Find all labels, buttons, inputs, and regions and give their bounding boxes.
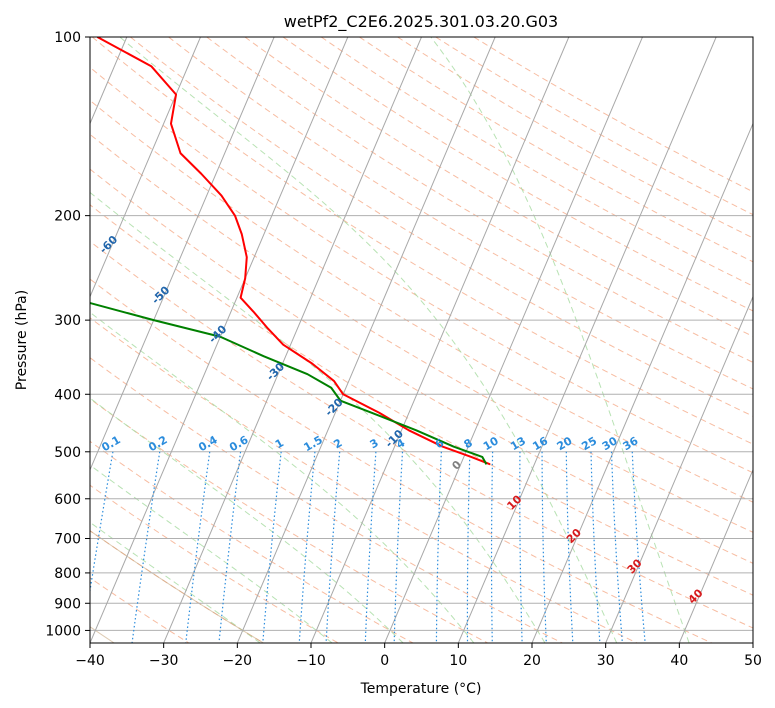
moist-adiabat (90, 397, 404, 643)
mixing-ratio-line (364, 451, 377, 643)
mixing-ratio-line (541, 451, 547, 643)
mixing-ratio-line (185, 451, 211, 643)
x-tick-label: 40 (670, 653, 688, 669)
mixing-ratio-line (393, 451, 404, 643)
isotherm-gridline (384, 37, 643, 643)
y-tick-label: 700 (54, 532, 81, 548)
y-tick-label: 500 (54, 445, 81, 461)
dry-adiabat (473, 37, 753, 193)
moist-adiabat (119, 37, 618, 643)
isotherm-gridline (678, 468, 753, 643)
mixing-ratio-line (325, 451, 341, 643)
x-tick-label: −20 (223, 653, 253, 669)
isotherm-gridline (90, 37, 275, 472)
dry-adiabat (90, 398, 488, 643)
isotherm-gridline (457, 37, 717, 643)
dry-adiabat (130, 37, 753, 417)
dry-adiabat (397, 37, 753, 239)
x-tick-label: 20 (523, 653, 541, 669)
x-tick-label: −10 (296, 653, 326, 669)
dry-adiabat (90, 317, 638, 643)
isotherm-gridline (90, 37, 201, 298)
x-axis-label: Temperature (°C) (360, 681, 482, 697)
moist-adiabat (430, 37, 690, 643)
mixing-ratio-line (590, 451, 601, 643)
mixing-ratio-line (610, 451, 623, 643)
moist-adiabat (90, 521, 261, 643)
dry-adiabat (91, 37, 753, 445)
mixing-ratio-line (565, 451, 574, 643)
dry-adiabat (168, 37, 753, 390)
moist-adiabat (90, 191, 546, 643)
x-tick-label: 50 (744, 653, 762, 669)
dry-adiabat (90, 168, 753, 564)
isotherm-gridline (605, 295, 753, 643)
isotherm-gridline (163, 37, 422, 643)
isotherm-gridline (236, 37, 496, 643)
dry-adiabat (90, 278, 712, 643)
y-tick-label: 300 (54, 313, 81, 329)
y-tick-label: 1000 (45, 623, 81, 639)
moist-adiabat (90, 464, 333, 643)
mixing-ratio-line (298, 451, 316, 643)
isotherm-gridline (90, 37, 349, 643)
y-tick-label: 600 (54, 492, 81, 508)
mixing-ratio-line (262, 451, 282, 643)
profile-line (90, 301, 488, 465)
x-tick-label: 0 (380, 653, 389, 669)
mixing-ratio-line (435, 451, 442, 643)
axes: −40 −30 −20 −10 0 10 20 30 40 50 100 200 300 400 500 60… (45, 30, 762, 669)
dry-adiabat (90, 133, 753, 533)
y-axis-label: Pressure (hPa) (14, 290, 30, 390)
mixing-ratio-line (131, 451, 161, 643)
mixing-ratio-line (519, 451, 523, 643)
x-tick-label: −40 (75, 653, 105, 669)
dry-adiabat (359, 37, 753, 263)
dry-adiabat (282, 37, 753, 312)
y-tick-label: 800 (54, 566, 81, 582)
y-tick-label: 900 (54, 596, 81, 612)
plot-frame (89, 36, 754, 644)
mixing-ratio-line (490, 451, 494, 643)
y-tick-label: 200 (54, 209, 81, 225)
plot-area (90, 37, 753, 643)
isotherm-gridline (531, 122, 753, 643)
y-tick-label: 400 (54, 387, 81, 403)
x-tick-label: 30 (597, 653, 615, 669)
x-tick-label: −30 (149, 653, 179, 669)
mixing-ratio-line (466, 451, 471, 643)
dry-adiabat (90, 440, 414, 643)
isotherm-gridline (310, 37, 570, 643)
chart-title: wetPf2_C2E6.2025.301.03.20.G03 (284, 12, 558, 32)
reference-arc (90, 530, 264, 643)
mixing-ratio-line (631, 451, 646, 643)
x-tick-label: 10 (449, 653, 467, 669)
dry-adiabat (206, 37, 753, 363)
mixing-ratio-line (218, 451, 242, 643)
y-tick-label: 100 (54, 30, 81, 46)
dry-adiabat (90, 484, 339, 643)
dry-adiabat (90, 66, 753, 474)
